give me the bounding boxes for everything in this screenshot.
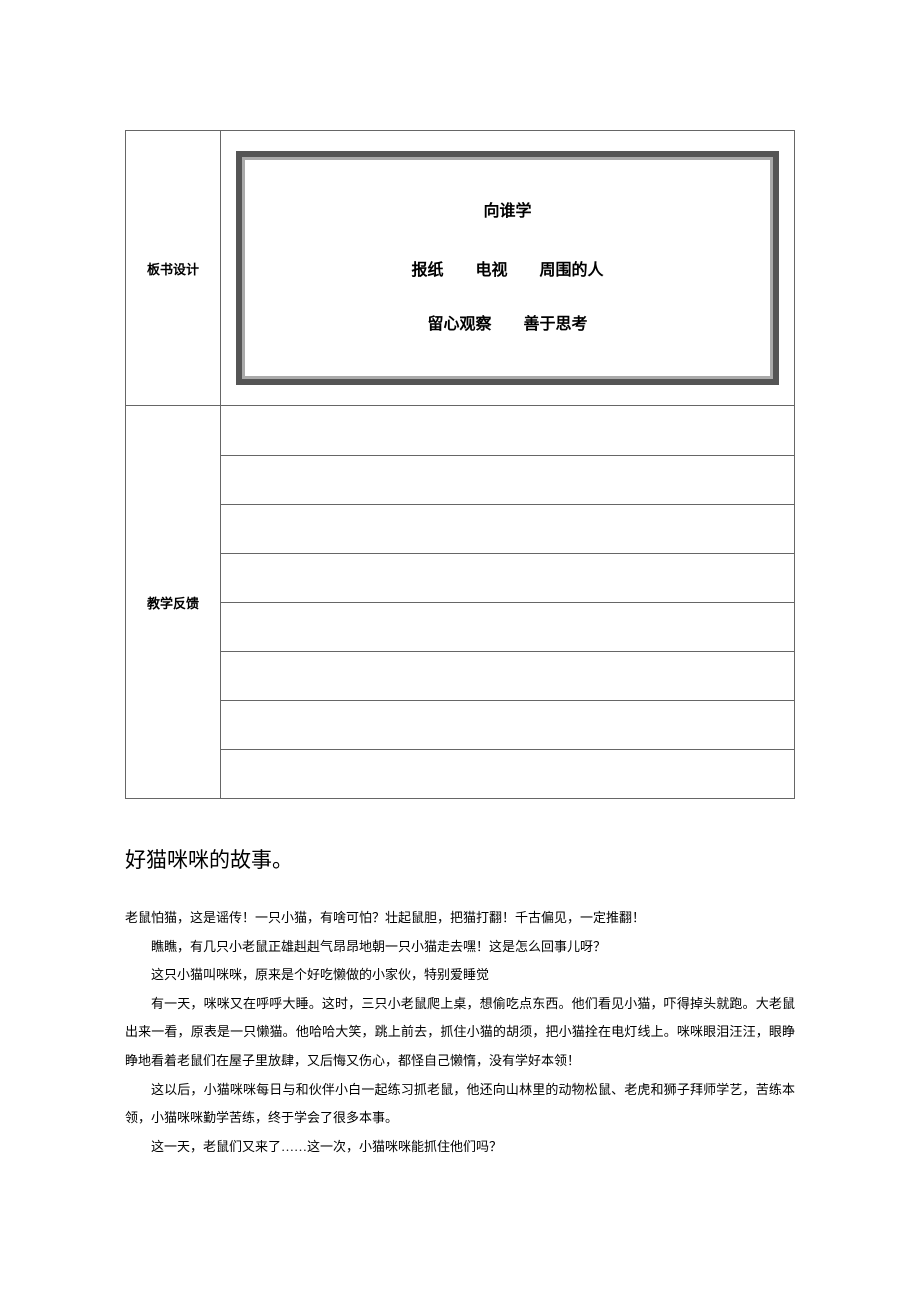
board-item-observe: 留心观察 [427, 316, 491, 333]
feedback-line [221, 749, 794, 798]
board-design-content-cell: 向谁学 报纸 电视 周围的人 留心观察 善于思考 [221, 131, 795, 406]
feedback-line-cell [221, 651, 794, 700]
feedback-label-cell: 教学反馈 [126, 406, 221, 799]
story-paragraph-1: 老鼠怕猫，这是谣传！一只小猫，有啥可怕？壮起鼠胆，把猫打翻！千古偏见，一定推翻！ [125, 904, 795, 933]
feedback-line [221, 553, 794, 602]
board-line-1: 报纸 电视 周围的人 [262, 256, 753, 280]
feedback-line-cell [221, 700, 794, 749]
feedback-line-cell [221, 553, 794, 602]
feedback-line [221, 455, 794, 504]
feedback-line [221, 504, 794, 553]
board-item-newspaper: 报纸 [411, 262, 443, 279]
feedback-line-cell [221, 455, 794, 504]
board-design-label: 板书设计 [147, 262, 199, 277]
feedback-content-cell [221, 406, 795, 799]
story-title: 好猫咪咪的故事。 [125, 844, 795, 874]
blackboard-frame: 向谁学 报纸 电视 周围的人 留心观察 善于思考 [236, 151, 779, 385]
board-design-row: 板书设计 向谁学 报纸 电视 周围的人 留心观察 善于思考 [126, 131, 795, 406]
feedback-label: 教学反馈 [147, 596, 199, 611]
story-paragraph-3: 这只小猫叫咪咪，原来是个好吃懒做的小家伙，特别爱睡觉 [125, 961, 795, 990]
feedback-line-cell [221, 749, 794, 798]
story-paragraph-4: 有一天，咪咪又在呼呼大睡。这时，三只小老鼠爬上桌，想偷吃点东西。他们看见小猫，吓… [125, 990, 795, 1076]
feedback-lines-table [221, 406, 794, 798]
board-design-label-cell: 板书设计 [126, 131, 221, 406]
lesson-plan-table: 板书设计 向谁学 报纸 电视 周围的人 留心观察 善于思考 教学反馈 [125, 130, 795, 799]
board-item-tv: 电视 [475, 262, 507, 279]
feedback-line [221, 700, 794, 749]
feedback-line-cell [221, 406, 794, 455]
feedback-line [221, 602, 794, 651]
feedback-line [221, 406, 794, 455]
feedback-line [221, 651, 794, 700]
board-item-people: 周围的人 [540, 262, 604, 279]
story-paragraph-5: 这以后，小猫咪咪每日与和伙伴小白一起练习抓老鼠，他还向山林里的动物松鼠、老虎和狮… [125, 1076, 795, 1133]
board-title: 向谁学 [262, 197, 753, 221]
story-paragraph-6: 这一天，老鼠们又来了……这一次，小猫咪咪能抓住他们吗？ [125, 1133, 795, 1162]
board-item-think: 善于思考 [524, 316, 588, 333]
story-paragraph-2: 瞧瞧，有几只小老鼠正雄赳赳气昂昂地朝一只小猫走去嘿！这是怎么回事儿呀？ [125, 933, 795, 962]
feedback-line-cell [221, 504, 794, 553]
feedback-line-cell [221, 602, 794, 651]
board-line-2: 留心观察 善于思考 [262, 310, 753, 334]
feedback-row: 教学反馈 [126, 406, 795, 799]
